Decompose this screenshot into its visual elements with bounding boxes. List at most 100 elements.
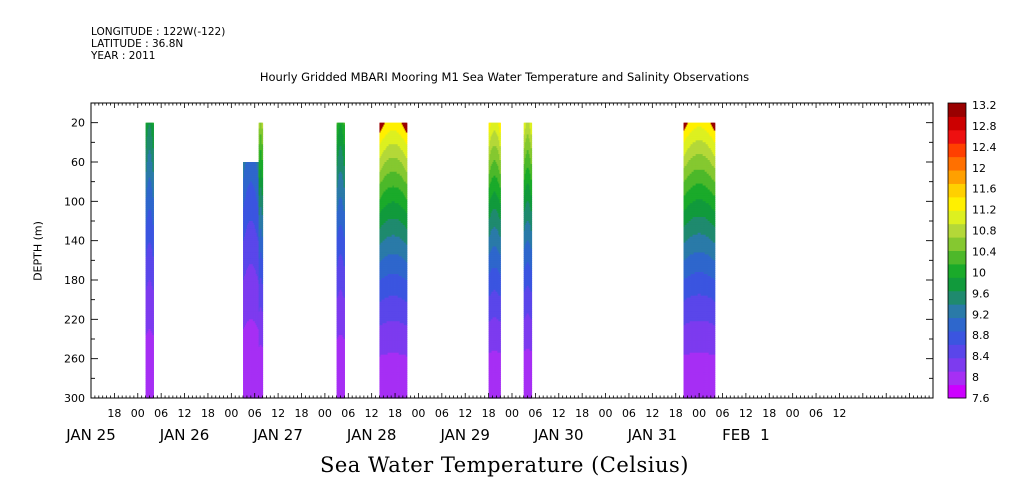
- x-hour-label: 12: [552, 407, 566, 420]
- x-date-label: JAN 28: [346, 426, 397, 444]
- x-hour-label: 06: [435, 407, 449, 420]
- colorbar-label: 7.6: [972, 392, 990, 405]
- x-hour-label: 06: [622, 407, 636, 420]
- y-tick-label: 100: [64, 195, 85, 208]
- x-hour-label: 00: [599, 407, 613, 420]
- colorbar-swatch: [948, 277, 966, 292]
- y-tick-label: 300: [64, 392, 85, 405]
- colorbar-label: 8.8: [972, 329, 990, 342]
- year-label: YEAR : 2011: [91, 50, 156, 62]
- colorbar-swatch: [948, 210, 966, 225]
- colorbar-label: 12.8: [972, 120, 997, 133]
- colorbar-swatch: [948, 143, 966, 158]
- data-block: [258, 122, 264, 399]
- plot-frame: [90, 102, 934, 399]
- latitude-label: LATITUDE : 36.8N: [91, 38, 184, 50]
- x-date-label: JAN 31: [627, 426, 678, 444]
- colorbar-swatch: [948, 263, 966, 278]
- colorbar-label: 10: [972, 266, 986, 279]
- x-date-label: JAN 26: [159, 426, 210, 444]
- colorbar-swatch: [948, 384, 966, 399]
- x-hour-label: 12: [832, 407, 846, 420]
- x-hour-label: 06: [248, 407, 262, 420]
- data-block: [336, 122, 345, 399]
- colorbar-swatch: [948, 223, 966, 238]
- x-hour-label: 06: [809, 407, 823, 420]
- x-hour-label: 12: [271, 407, 285, 420]
- x-hour-label: 00: [318, 407, 332, 420]
- colorbar-swatch: [948, 250, 966, 265]
- data-block: [145, 122, 154, 399]
- x-date-label: JAN 30: [533, 426, 584, 444]
- colorbar-label: 11.6: [972, 183, 997, 196]
- x-date-label: JAN 29: [439, 426, 490, 444]
- x-hour-label: 06: [341, 407, 355, 420]
- colorbar-swatch: [948, 344, 966, 359]
- data-block: [523, 122, 533, 399]
- colorbar-swatch: [948, 116, 966, 131]
- data-block: [243, 162, 260, 399]
- colorbar-frame: [947, 102, 967, 399]
- colorbar-swatch: [948, 357, 966, 372]
- y-tick-label: 140: [64, 235, 85, 248]
- x-hour-label: 00: [692, 407, 706, 420]
- x-hour-label: 00: [224, 407, 238, 420]
- x-hour-label: 18: [388, 407, 402, 420]
- colorbar-label: 9.2: [972, 308, 990, 321]
- x-hour-label: 18: [295, 407, 309, 420]
- colorbar-swatch: [948, 103, 966, 117]
- colorbar-swatch: [948, 237, 966, 251]
- y-tick-label: 260: [64, 353, 85, 366]
- x-hour-label: 18: [201, 407, 215, 420]
- colorbar-swatch: [948, 183, 966, 198]
- y-tick-label: 20: [71, 117, 85, 130]
- chart-title: Hourly Gridded MBARI Mooring M1 Sea Wate…: [259, 70, 750, 84]
- colorbar-swatch: [948, 317, 966, 332]
- colorbar-swatch: [948, 330, 966, 345]
- x-hour-label: 18: [107, 407, 121, 420]
- y-tick-label: 180: [64, 274, 85, 287]
- colorbar-swatch: [948, 290, 966, 305]
- x-hour-label: 00: [786, 407, 800, 420]
- colorbar-swatch: [948, 170, 966, 184]
- x-hour-label: 18: [482, 407, 496, 420]
- x-hour-label: 00: [505, 407, 519, 420]
- colorbar-swatch: [948, 196, 966, 211]
- data-block: [379, 122, 408, 399]
- data-block: [683, 122, 716, 399]
- colorbar-label: 12: [972, 162, 986, 175]
- x-hour-label: 12: [365, 407, 379, 420]
- x-date-label: FEB 1: [722, 426, 769, 444]
- colorbar-label: 12.4: [972, 141, 997, 154]
- colorbar-label: 11.2: [972, 204, 997, 217]
- colorbar-label: 10.4: [972, 246, 997, 259]
- x-date-label: JAN 25: [65, 426, 116, 444]
- colorbar-label: 10.8: [972, 225, 997, 238]
- data-block: [488, 122, 501, 399]
- colorbar-swatch: [948, 371, 966, 386]
- x-hour-label: 06: [154, 407, 168, 420]
- y-tick-label: 60: [71, 156, 85, 169]
- y-tick-label: 220: [64, 313, 85, 326]
- x-hour-label: 06: [528, 407, 542, 420]
- colorbar-swatch: [948, 304, 966, 319]
- x-hour-label: 18: [575, 407, 589, 420]
- colorbar-label: 13.2: [972, 99, 997, 112]
- colorbar-label: 8: [972, 371, 979, 384]
- x-hour-label: 12: [645, 407, 659, 420]
- longitude-label: LONGITUDE : 122W(-122): [91, 26, 226, 38]
- x-hour-label: 12: [458, 407, 472, 420]
- x-hour-label: 12: [178, 407, 192, 420]
- x-hour-label: 18: [762, 407, 776, 420]
- colorbar-label: 9.6: [972, 287, 990, 300]
- x-hour-label: 12: [739, 407, 753, 420]
- x-hour-label: 00: [411, 407, 425, 420]
- colorbar-swatch: [948, 156, 966, 171]
- x-hour-label: 06: [716, 407, 730, 420]
- x-hour-label: 18: [669, 407, 683, 420]
- x-date-label: JAN 27: [252, 426, 303, 444]
- x-axis-title: Sea Water Temperature (Celsius): [319, 453, 689, 477]
- colorbar-swatch: [948, 129, 966, 144]
- x-hour-label: 00: [131, 407, 145, 420]
